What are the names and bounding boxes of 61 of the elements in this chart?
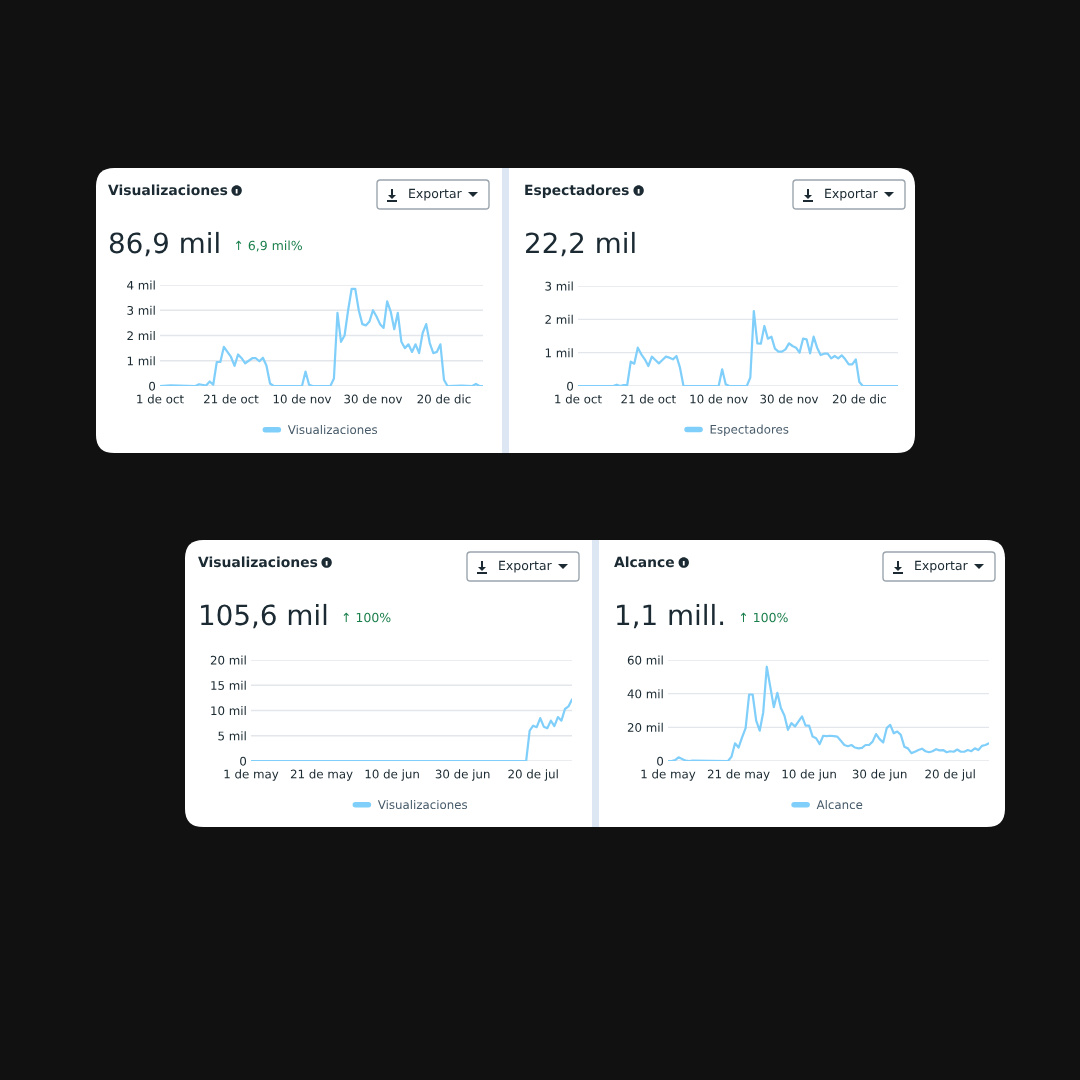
chart-subtitle: 105,6 mil (201, 603, 327, 629)
y-tick-label: 2 mil (545, 314, 573, 324)
y-tick-label: 4 mil (127, 280, 155, 290)
line-series (668, 665, 989, 761)
x-tick-label: 1 de may (641, 769, 696, 781)
chart-subtitle: 86,9 mil (109, 231, 219, 257)
x-tick-label: 30 de jun (852, 769, 907, 781)
x-tick-label: 1 de may (224, 769, 279, 781)
x-tick-label: 20 de jul (925, 769, 975, 781)
text: ↑ 6,9 mil% (235, 240, 302, 252)
chart-title: Visualizaciones (108, 184, 228, 196)
x-tick-label: 20 de dic (417, 394, 471, 404)
x-tick-label: 1 de oct (137, 394, 184, 404)
y-tick-label: 1 mil (545, 348, 573, 358)
x-tick-label: 21 de oct (621, 394, 676, 404)
x-tick-label: 10 de nov (690, 394, 748, 404)
x-tick-label: 10 de jun (365, 769, 419, 781)
chart-subtitle: 1,1 mill. (617, 603, 724, 629)
text: ↑ 100% (740, 612, 788, 623)
y-tick-label: 20 mil (627, 722, 663, 732)
y-tick-label: 10 mil (211, 706, 246, 716)
line-series (251, 698, 572, 761)
y-tick-label: 20 mil (210, 655, 246, 665)
y-tick-label: 1 mil (127, 356, 155, 366)
y-tick-label: 3 mil (127, 305, 155, 315)
legend-label: Visualizaciones (377, 799, 468, 810)
y-tick-label: 0 (149, 381, 156, 391)
y-tick-label: 0 (657, 756, 664, 766)
y-tick-label: 5 mil (218, 731, 246, 741)
text: Exportar (825, 188, 878, 201)
x-tick-label: 30 de nov (344, 394, 403, 404)
x-tick-label: 20 de dic (832, 394, 886, 404)
line-series (578, 309, 898, 386)
y-tick-label: 2 mil (127, 331, 155, 340)
y-tick-label: 0 (240, 756, 247, 766)
legend-label: Espectadores (710, 424, 789, 437)
legend-label: Visualizaciones (287, 424, 378, 435)
x-tick-label: 10 de jun (782, 769, 836, 781)
x-tick-label: 21 de may (290, 769, 353, 781)
chart-subtitle: 22,2 mil (526, 231, 635, 257)
y-tick-label: 3 mil (545, 281, 573, 291)
y-tick-label: 60 mil (627, 655, 663, 665)
x-tick-label: 21 de oct (204, 394, 259, 404)
y-tick-label: 0 (567, 381, 574, 391)
text: ↑ 100% (343, 612, 391, 623)
x-tick-label: 20 de jul (508, 769, 558, 781)
text: Exportar (915, 560, 968, 573)
chart-title: Alcance (614, 556, 674, 568)
y-tick-label: 15 mil (211, 680, 246, 690)
x-tick-label: 30 de nov (760, 394, 819, 404)
x-tick-label: 1 de oct (555, 394, 602, 404)
text: Exportar (409, 188, 462, 201)
x-tick-label: 10 de nov (273, 394, 332, 404)
chart-title: Visualizaciones (198, 556, 318, 568)
text: Exportar (499, 560, 552, 573)
chart-title: Espectadores (525, 184, 629, 198)
legend-label: Alcance (816, 799, 863, 810)
x-tick-label: 30 de jun (435, 769, 490, 781)
x-tick-label: 21 de may (707, 769, 770, 781)
y-tick-label: 40 mil (627, 689, 663, 699)
line-series (160, 287, 483, 386)
